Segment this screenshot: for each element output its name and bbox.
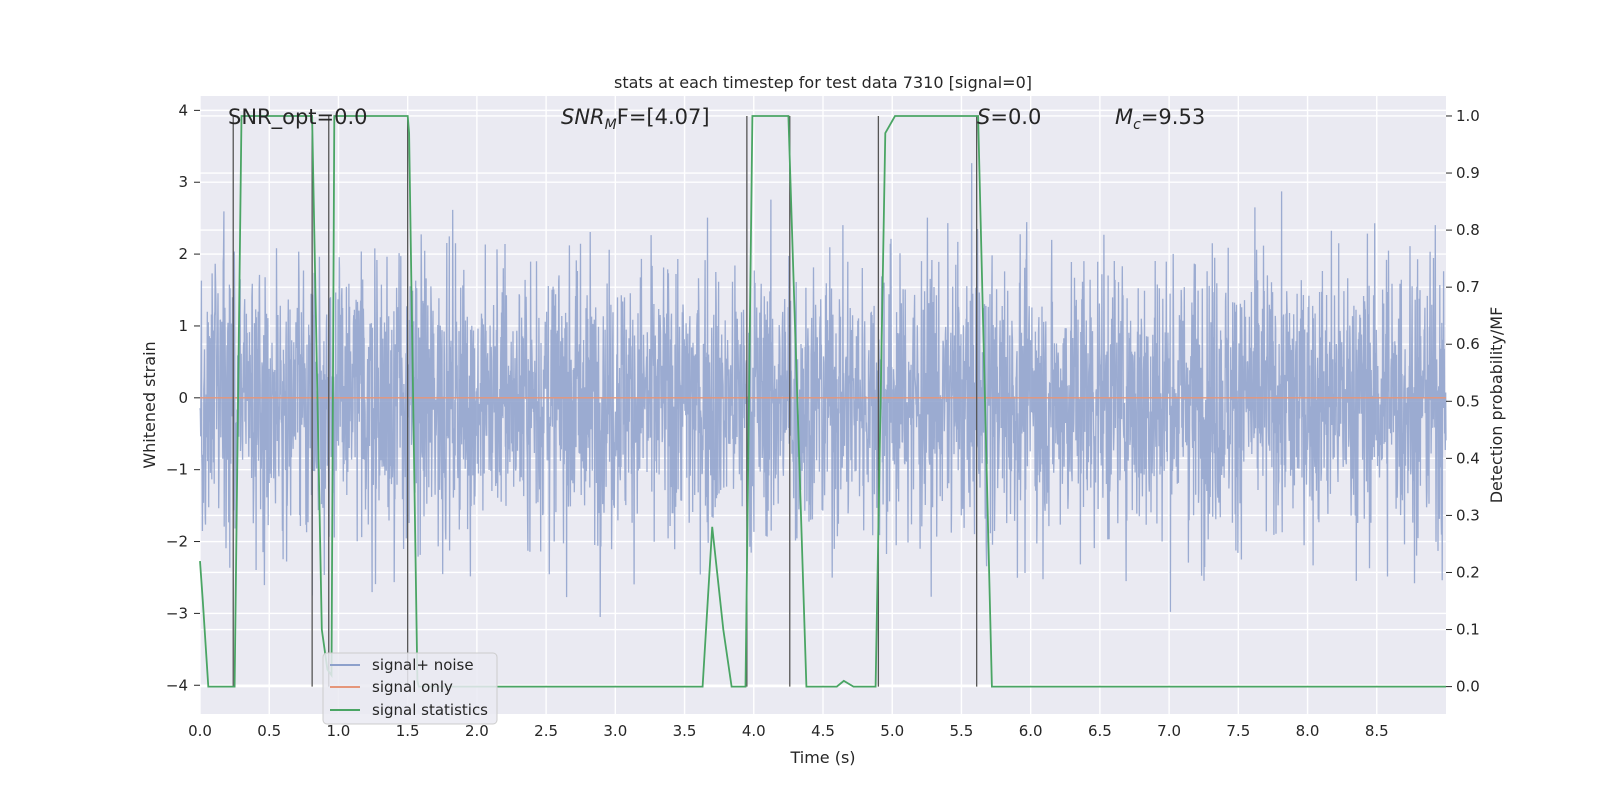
x-tick-label: 7.5	[1226, 722, 1250, 740]
x-tick-label: 4.5	[811, 722, 835, 740]
x-tick-label: 2.5	[534, 722, 558, 740]
y-tick-label: 2	[178, 245, 188, 263]
y-tick-label: −3	[166, 604, 188, 622]
x-axis-label: Time (s)	[789, 748, 855, 767]
y-tick-label: 1	[178, 317, 188, 335]
y2-axis-label: Detection probability/MF	[1487, 307, 1506, 504]
x-ticks: 0.0 0.5 1.0 1.5 2.0 2.5 3.0 3.5 4.0 4.5 5.0 5.5 6.0 6…	[188, 722, 1389, 740]
x-tick-label: 3.5	[673, 722, 697, 740]
legend: signal+ noise signal only signal statist…	[322, 652, 498, 725]
y-tick-label: 0	[178, 389, 188, 407]
y-tick-label: −2	[166, 533, 188, 551]
legend-label-signal-statistics: signal statistics	[372, 701, 488, 719]
y-tick-label: 3	[178, 173, 188, 191]
y2-tick-label: 0.1	[1456, 621, 1480, 639]
x-tick-label: 6.5	[1088, 722, 1112, 740]
y-tick-label: −1	[166, 461, 188, 479]
x-tick-label: 3.0	[603, 722, 627, 740]
vertical-markers	[232, 115, 978, 687]
x-tick-label: 1.0	[327, 722, 351, 740]
y2-tick-label: 0.4	[1456, 449, 1480, 467]
x-tick-label: 5.5	[950, 722, 974, 740]
y2-tick-label: 0.5	[1456, 392, 1480, 410]
mc-annotation: Mc=9.53	[1115, 105, 1205, 133]
legend-box	[322, 652, 498, 725]
y2-ticks: 1.0 0.9 0.8 0.7 0.6 0.5 0.4 0.3 0.2 0.1 0.0	[1446, 107, 1480, 696]
chart-title: stats at each timestep for test data 731…	[614, 73, 1032, 92]
x-tick-label: 2.0	[465, 722, 489, 740]
x-tick-label: 8.5	[1365, 722, 1389, 740]
x-tick-label: 1.5	[396, 722, 420, 740]
y2-tick-label: 0.0	[1456, 678, 1480, 696]
mc-rest: =9.53	[1141, 105, 1205, 129]
snr-mf-base: SNR	[561, 105, 605, 129]
snr-mf-annotation: SNRMF=[4.07]	[561, 105, 710, 133]
y2-tick-label: 0.7	[1456, 278, 1480, 296]
x-tick-label: 6.0	[1019, 722, 1043, 740]
y2-tick-label: 0.9	[1456, 164, 1480, 182]
x-tick-label: 8.0	[1296, 722, 1320, 740]
y2-tick-label: 0.2	[1456, 563, 1480, 581]
x-tick-label: 0.0	[188, 722, 212, 740]
legend-label-signal-noise: signal+ noise	[372, 656, 474, 674]
snr-mf-sub: M	[605, 117, 617, 133]
legend-label-signal-only: signal only	[372, 678, 453, 696]
x-tick-label: 0.5	[257, 722, 281, 740]
x-tick-label: 7.0	[1157, 722, 1181, 740]
y2-tick-label: 0.6	[1456, 335, 1480, 353]
y-ticks: 4 3 2 1 0 −1 −2 −3 −4	[166, 101, 200, 694]
y2-tick-label: 0.8	[1456, 221, 1480, 239]
snr-mf-rest: F=[4.07]	[617, 105, 710, 129]
y2-tick-label: 0.3	[1456, 506, 1480, 524]
mc-base: M	[1115, 105, 1133, 129]
signal-statistics-line	[199, 115, 1446, 688]
x-tick-label: 5.0	[880, 722, 904, 740]
s-rest: =0.0	[990, 105, 1041, 129]
mc-sub: c	[1133, 117, 1141, 133]
x-tick-label: 4.0	[742, 722, 766, 740]
s-annotation: S=0.0	[977, 105, 1041, 129]
snr-opt-annotation: SNR_opt=0.0	[228, 105, 368, 130]
s-base: S	[977, 105, 990, 129]
y-axis-label: Whitened strain	[140, 341, 159, 468]
y2-tick-label: 1.0	[1456, 107, 1480, 125]
y-tick-label: 4	[178, 101, 188, 119]
statistics-series	[199, 115, 1446, 688]
y-tick-label: −4	[166, 676, 188, 694]
